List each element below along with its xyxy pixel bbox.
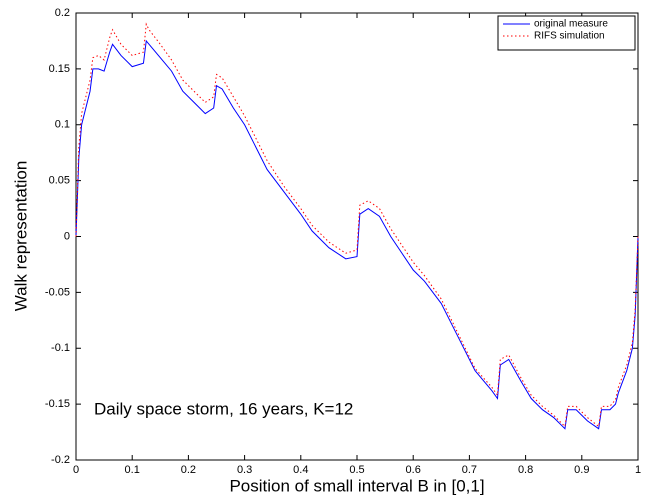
y-tick-label: 0	[64, 230, 70, 242]
annotation: Daily space storm, 16 years, K=12	[94, 399, 353, 418]
x-axis-label: Position of small interval B in [0,1]	[229, 476, 484, 495]
series-line	[75, 22, 639, 428]
x-tick-label: 0.7	[462, 464, 477, 476]
y-axis-label: Walk representation	[11, 161, 30, 312]
y-tick-label: 0.05	[49, 175, 70, 187]
x-tick-label: 0.5	[349, 464, 364, 476]
x-tick-label: 0.2	[181, 464, 196, 476]
y-tick-label: -0.2	[51, 454, 70, 466]
series-line	[75, 39, 639, 430]
x-tick-label: 1	[635, 464, 641, 476]
x-tick-label: 0.9	[574, 464, 589, 476]
legend-label: original measure	[534, 19, 608, 30]
y-tick-label: -0.15	[45, 398, 70, 410]
legend-box	[497, 15, 636, 51]
y-tick-label: 0.1	[55, 119, 70, 131]
legend-label: RIFS simulation	[534, 31, 605, 42]
x-tick-label: 0.3	[237, 464, 252, 476]
x-tick-label: 0.4	[293, 464, 308, 476]
plot-frame	[75, 12, 639, 461]
x-tick-label: 0	[73, 464, 79, 476]
y-tick-label: 0.2	[55, 7, 70, 19]
y-tick-label: -0.1	[51, 342, 70, 354]
y-tick-label: -0.05	[45, 286, 70, 298]
x-tick-label: 0.8	[518, 464, 533, 476]
y-tick-label: 0.15	[49, 63, 70, 75]
x-tick-label: 0.6	[406, 464, 421, 476]
x-tick-label: 0.1	[125, 464, 140, 476]
